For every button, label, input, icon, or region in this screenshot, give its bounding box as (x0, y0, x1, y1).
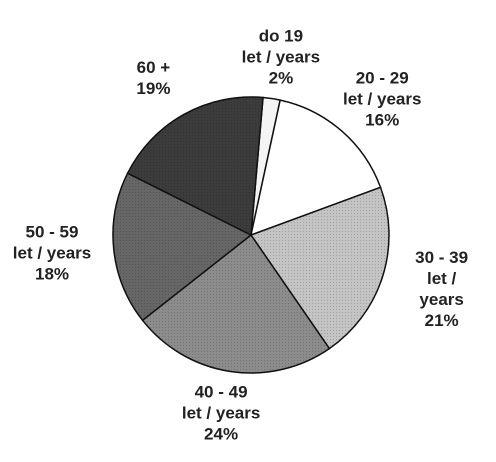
category-label: 30 - 39 let / years (415, 248, 469, 310)
value-label: 24% (204, 424, 239, 444)
category-label: 20 - 29 let / years (342, 68, 422, 109)
category-label: 60 + (136, 57, 171, 77)
value-label: 19% (136, 78, 171, 98)
value-label: 21% (424, 311, 459, 331)
slice-label: do 19 let / years 2% (242, 26, 320, 89)
slice-label: 40 - 49 let / years 24% (182, 381, 260, 444)
category-label: 40 - 49 let / years (181, 382, 261, 423)
value-label: 2% (268, 68, 294, 88)
slice-label: 20 - 29 let / years 16% (343, 68, 421, 131)
slice-label: 30 - 39 let / years 21% (414, 247, 468, 331)
value-label: 16% (365, 110, 400, 130)
slice-label: 50 - 59 let / years 18% (13, 222, 91, 285)
slice-label: 60 +19% (136, 57, 170, 99)
value-label: 18% (34, 264, 70, 284)
category-label: do 19 let / years (241, 26, 321, 67)
category-label: 50 - 59 let / years (12, 222, 92, 263)
